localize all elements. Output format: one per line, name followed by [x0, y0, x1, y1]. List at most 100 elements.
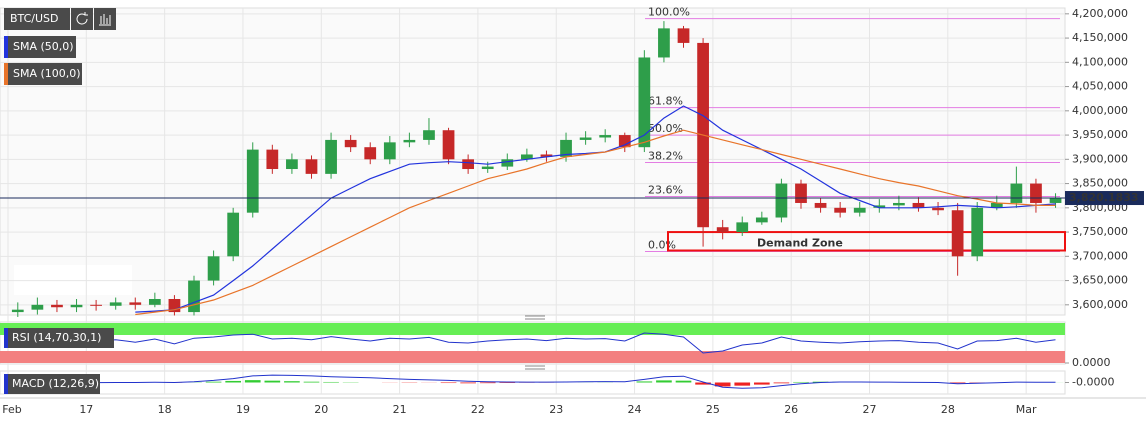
candle-body: [442, 130, 455, 160]
fib-label: 38.2%: [648, 150, 683, 163]
candle-body: [560, 139, 572, 157]
macd-bar: [675, 380, 692, 383]
x-tick-label: 27: [863, 403, 877, 416]
candle-body: [755, 217, 768, 223]
macd-bar: [656, 380, 672, 383]
candle-body: [70, 304, 83, 308]
macd-bar: [734, 382, 751, 386]
candle-body: [990, 202, 1003, 208]
x-tick-label: 20: [314, 403, 328, 416]
candle-body: [1010, 183, 1023, 203]
candle-body: [658, 28, 670, 58]
candle-body: [853, 207, 866, 213]
macd-bar: [244, 380, 261, 383]
x-tick-label: 18: [158, 403, 172, 416]
candle-body: [677, 28, 690, 43]
indicator-box[interactable]: [4, 328, 114, 348]
x-tick-label: 26: [784, 403, 798, 416]
candle-body: [129, 302, 142, 305]
blank-box: [14, 265, 132, 295]
candle-body: [638, 57, 651, 148]
chart-type-button[interactable]: [94, 8, 116, 30]
candle-body: [11, 309, 24, 313]
refresh-icon: [76, 12, 88, 25]
y-tick-label: 3,850,000: [1072, 177, 1128, 190]
x-tick-label: 17: [79, 403, 93, 416]
candle-body: [383, 142, 396, 160]
legend-box[interactable]: [4, 63, 82, 85]
legend-label: SMA (100,0): [13, 67, 81, 80]
candle-body: [109, 302, 122, 306]
candle-body: [266, 149, 279, 170]
chart-type-icon: [99, 14, 111, 26]
macd-bar: [695, 382, 711, 385]
candle-body: [305, 159, 318, 174]
y-tick-label: 4,200,000: [1072, 7, 1128, 20]
price-tag-label: 3,820.1833: [1069, 191, 1139, 204]
candle-body: [540, 154, 553, 157]
main-panel: [0, 7, 1066, 316]
candle-body: [599, 135, 612, 138]
candle-body: [227, 212, 240, 257]
y-tick-label: 4,000,000: [1072, 104, 1128, 117]
rsi-band: [0, 323, 1065, 335]
candle-body: [893, 202, 905, 206]
macd-bar: [949, 382, 966, 384]
indicator-box[interactable]: [4, 374, 100, 394]
refresh-button[interactable]: [71, 8, 93, 30]
plot-layer: Feb 17 18 19 20 21 22 23 24 25 26 27 28 Mar 4,200,000 4…: [0, 6, 1144, 416]
x-tick-label: 25: [706, 403, 720, 416]
legend-label: SMA (50,0): [13, 40, 74, 53]
candle-body: [775, 183, 788, 218]
legend-swatch: [4, 63, 8, 85]
y-tick-label: 4,150,000: [1072, 31, 1128, 44]
candle-body: [51, 304, 63, 308]
candle-body: [501, 159, 514, 167]
macd-bar: [636, 381, 653, 383]
price-tag: [1065, 191, 1144, 206]
candle-body: [834, 207, 847, 213]
fib-label: 23.6%: [648, 184, 683, 197]
indicator-label: RSI (14,70,30,1): [12, 331, 101, 344]
candle-body: [90, 304, 102, 306]
symbol-box[interactable]: [4, 8, 70, 30]
candle-body: [423, 130, 435, 140]
candle-body: [795, 183, 807, 203]
grip: [525, 315, 545, 370]
candle-body: [1030, 183, 1042, 203]
candle-body: [736, 222, 749, 233]
y-tick-label: 3,750,000: [1072, 225, 1128, 238]
fib-label: 100.0%: [648, 6, 690, 19]
candle-body: [148, 298, 161, 305]
candle-body: [932, 207, 944, 211]
rsi-line: [17, 332, 1056, 354]
macd-bar: [323, 381, 339, 383]
macd-line: [17, 374, 1056, 389]
candle-body: [1049, 198, 1062, 203]
y-tick-label: 4,050,000: [1072, 80, 1128, 93]
y-tick-label: 3,900,000: [1072, 152, 1128, 165]
macd-bar: [753, 382, 770, 385]
x-tick-label: Feb: [2, 403, 21, 416]
candle-body: [951, 210, 964, 257]
candle-body: [579, 137, 592, 140]
candle-body: [246, 149, 259, 213]
macd-bar: [225, 380, 242, 383]
candle-body: [873, 205, 886, 208]
indicator-label: MACD (12,26,9): [12, 377, 99, 390]
legend-box[interactable]: [4, 36, 76, 58]
candle-body: [286, 159, 298, 170]
macd-bar: [714, 382, 731, 387]
macd-bar: [793, 381, 809, 383]
candle-body: [716, 227, 729, 233]
x-tick-label: 23: [549, 403, 563, 416]
y-tick-label: 3,650,000: [1072, 274, 1128, 287]
rsi-band: [0, 351, 1065, 363]
candle-body: [618, 135, 631, 148]
x-tick-label: Mar: [1016, 403, 1037, 416]
x-tick-label: 24: [628, 403, 642, 416]
zone-label: Demand Zone: [757, 236, 843, 249]
candle-body: [520, 154, 533, 160]
macd-bar: [205, 381, 222, 383]
legend-swatch: [4, 36, 8, 58]
